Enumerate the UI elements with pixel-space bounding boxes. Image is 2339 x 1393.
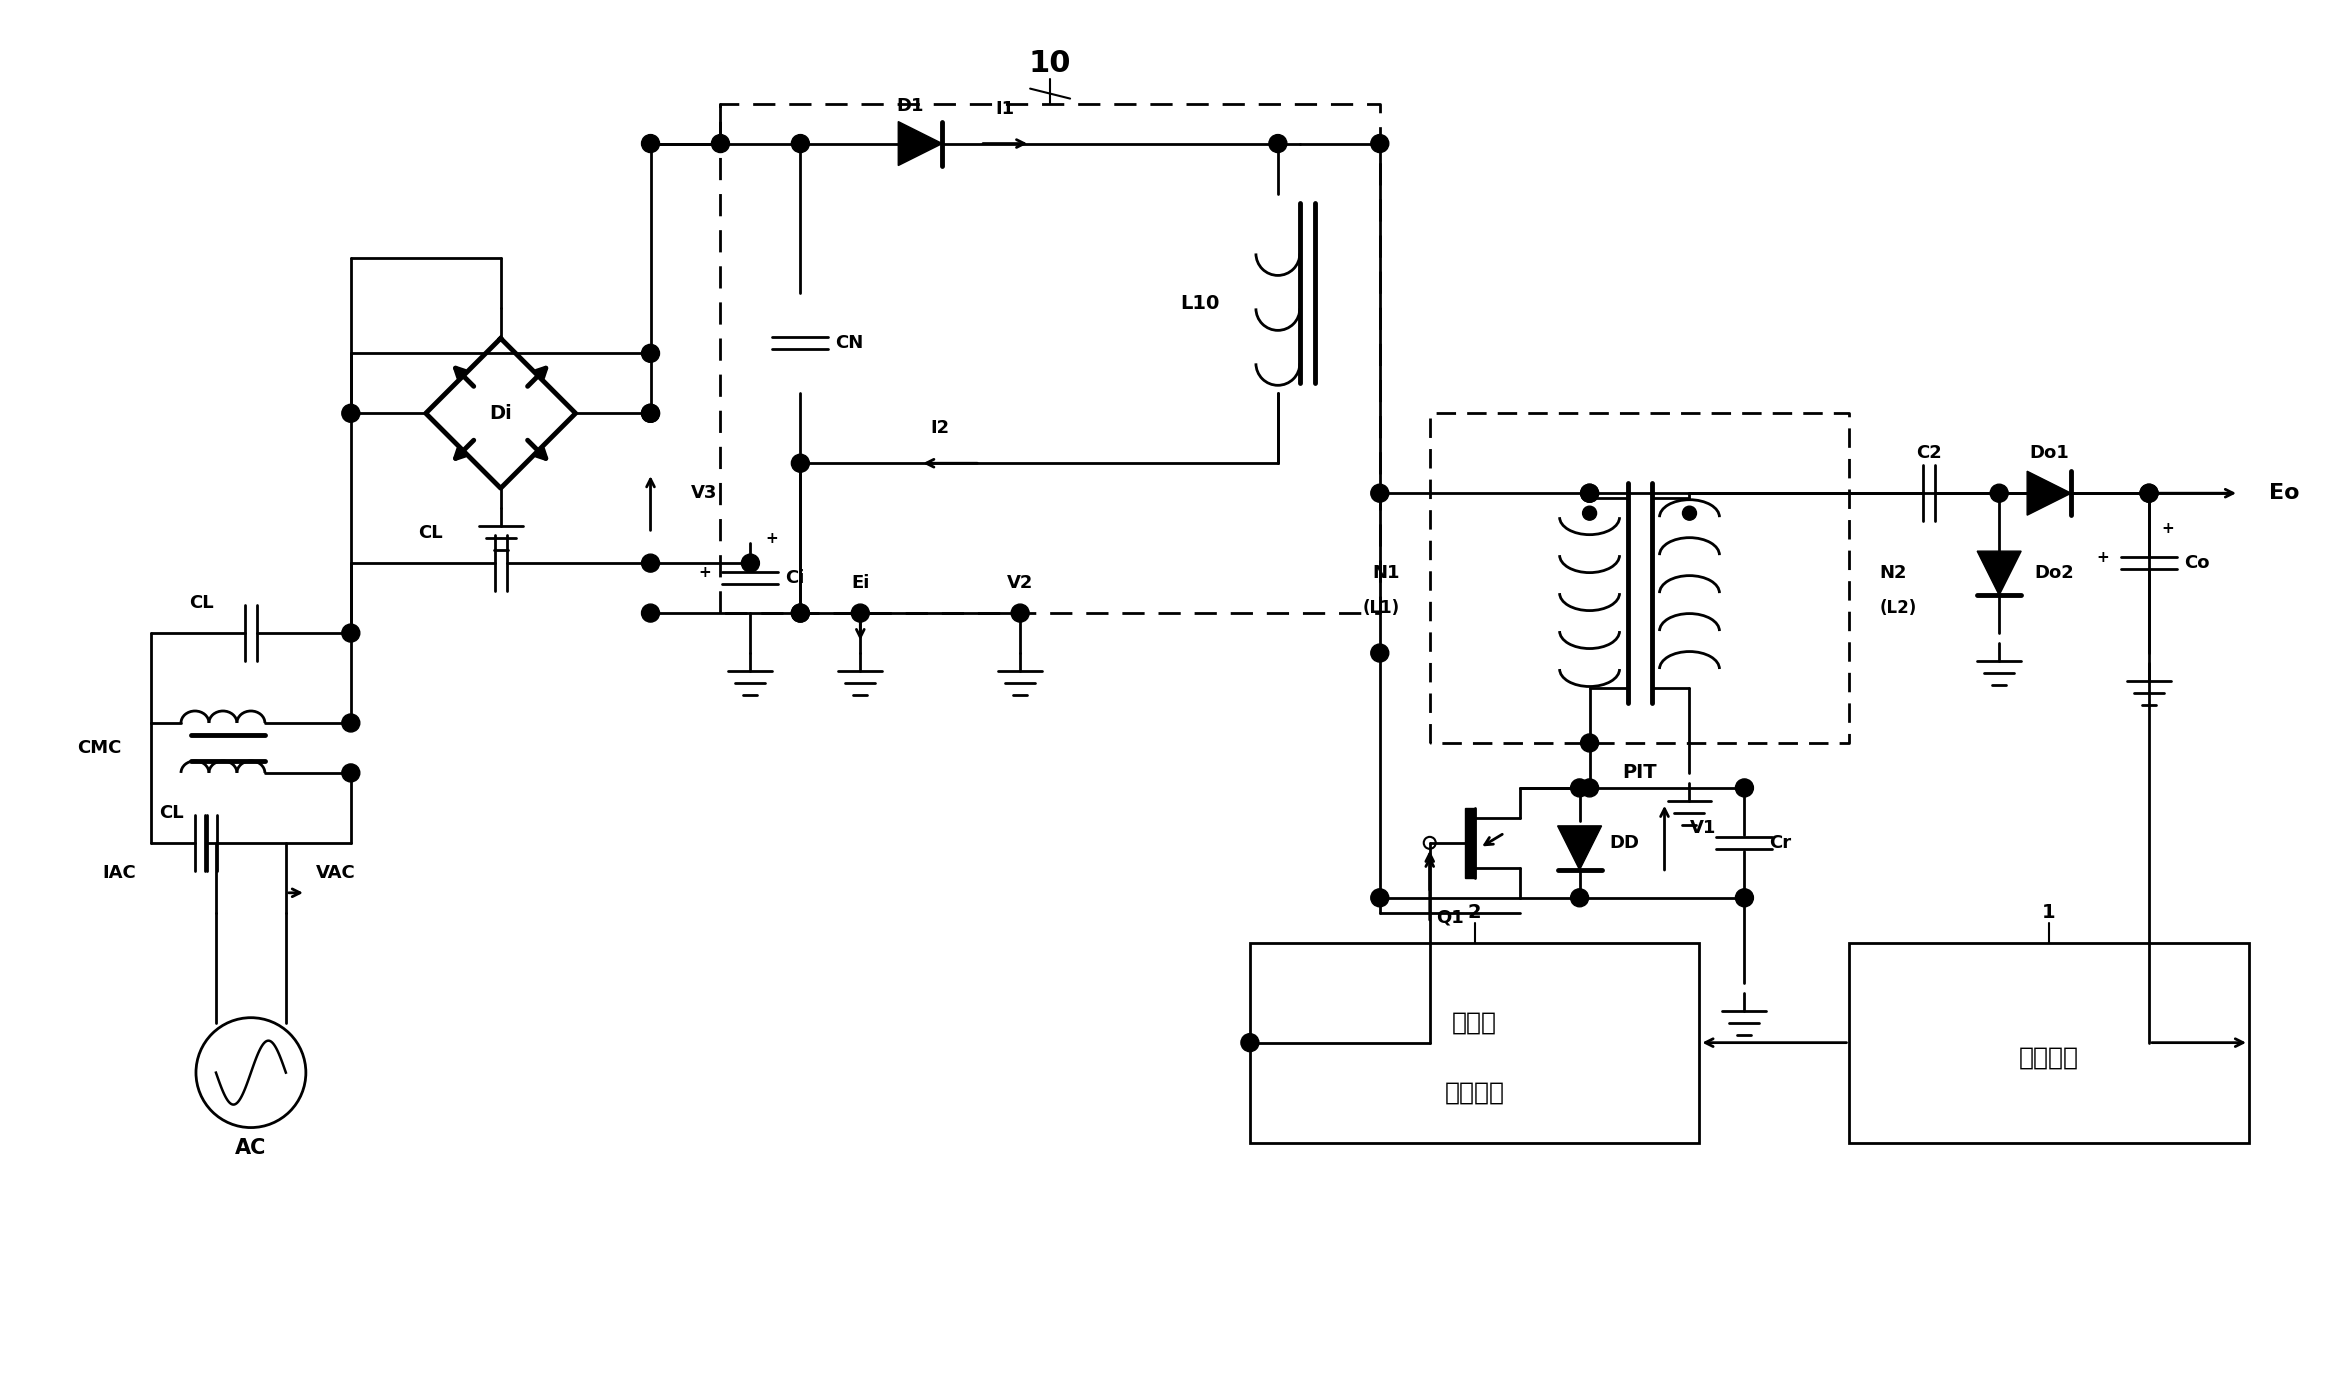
Text: D1: D1 (896, 96, 924, 114)
Text: I1: I1 (996, 99, 1015, 117)
Circle shape (341, 624, 360, 642)
Circle shape (1584, 506, 1598, 520)
Text: Do2: Do2 (2035, 564, 2075, 582)
Text: +: + (2096, 550, 2110, 564)
Circle shape (1581, 485, 1598, 503)
Text: C2: C2 (1916, 444, 1941, 462)
Text: AC: AC (236, 1138, 267, 1158)
Text: L10: L10 (1181, 294, 1219, 313)
Text: DD: DD (1609, 834, 1640, 853)
Circle shape (641, 404, 660, 422)
Circle shape (1581, 485, 1598, 503)
Text: +: + (765, 531, 779, 546)
Text: 控制电路: 控制电路 (2019, 1046, 2079, 1070)
Circle shape (1682, 506, 1696, 520)
Circle shape (1242, 1034, 1258, 1052)
Circle shape (1371, 135, 1389, 153)
Text: Do1: Do1 (2030, 444, 2070, 462)
Text: CL: CL (189, 593, 213, 612)
Circle shape (2140, 485, 2159, 503)
Circle shape (641, 605, 660, 623)
Text: 10: 10 (1029, 49, 1071, 78)
Text: I2: I2 (931, 419, 950, 437)
Circle shape (1736, 889, 1754, 907)
Text: Co: Co (2185, 554, 2210, 573)
Text: Cr: Cr (1768, 834, 1792, 853)
Text: (L1): (L1) (1364, 599, 1399, 617)
Text: VAC: VAC (316, 864, 356, 882)
Bar (1850, 943, 2248, 1142)
Circle shape (711, 135, 730, 153)
Text: (L2): (L2) (1878, 599, 1916, 617)
Text: N1: N1 (1373, 564, 1399, 582)
Circle shape (641, 554, 660, 573)
Circle shape (1581, 734, 1598, 752)
Circle shape (1569, 779, 1588, 797)
Polygon shape (1976, 552, 2021, 595)
Text: Ci: Ci (786, 570, 805, 586)
Text: N2: N2 (1878, 564, 1906, 582)
Text: Q1: Q1 (1436, 908, 1464, 926)
Text: CN: CN (835, 334, 863, 352)
Text: 驱动电路: 驱动电路 (1446, 1081, 1504, 1105)
Circle shape (1990, 485, 2009, 503)
Text: CL: CL (419, 524, 442, 542)
Circle shape (1268, 135, 1286, 153)
Circle shape (1371, 644, 1389, 662)
Text: Di: Di (489, 404, 512, 423)
Text: Eo: Eo (2269, 483, 2299, 503)
Circle shape (741, 554, 760, 573)
Text: 振荡和: 振荡和 (1453, 1011, 1497, 1035)
Circle shape (791, 605, 809, 623)
Circle shape (851, 605, 870, 623)
Polygon shape (2028, 471, 2070, 515)
Circle shape (341, 404, 360, 422)
Text: PIT: PIT (1623, 763, 1656, 783)
Text: IAC: IAC (103, 864, 136, 882)
Circle shape (641, 404, 660, 422)
Circle shape (641, 344, 660, 362)
Circle shape (1581, 779, 1598, 797)
Bar (1249, 943, 1700, 1142)
Polygon shape (898, 121, 943, 166)
Polygon shape (1558, 826, 1602, 869)
Text: +: + (2161, 521, 2173, 536)
Text: V3: V3 (690, 485, 716, 503)
Text: CL: CL (159, 804, 182, 822)
Circle shape (1371, 889, 1389, 907)
Text: Ei: Ei (851, 574, 870, 592)
Text: 2: 2 (1469, 903, 1481, 922)
Bar (1464, 808, 1474, 878)
Text: V1: V1 (1689, 819, 1717, 837)
Circle shape (791, 135, 809, 153)
Circle shape (2140, 485, 2159, 503)
Circle shape (1371, 485, 1389, 503)
Circle shape (791, 454, 809, 472)
Circle shape (341, 763, 360, 781)
Circle shape (341, 715, 360, 731)
Text: CMC: CMC (77, 738, 122, 756)
Circle shape (641, 135, 660, 153)
Circle shape (791, 605, 809, 623)
Text: 1: 1 (2042, 903, 2056, 922)
Text: V2: V2 (1008, 574, 1034, 592)
Circle shape (1010, 605, 1029, 623)
Circle shape (1736, 779, 1754, 797)
Circle shape (1569, 889, 1588, 907)
Text: +: + (697, 564, 711, 579)
